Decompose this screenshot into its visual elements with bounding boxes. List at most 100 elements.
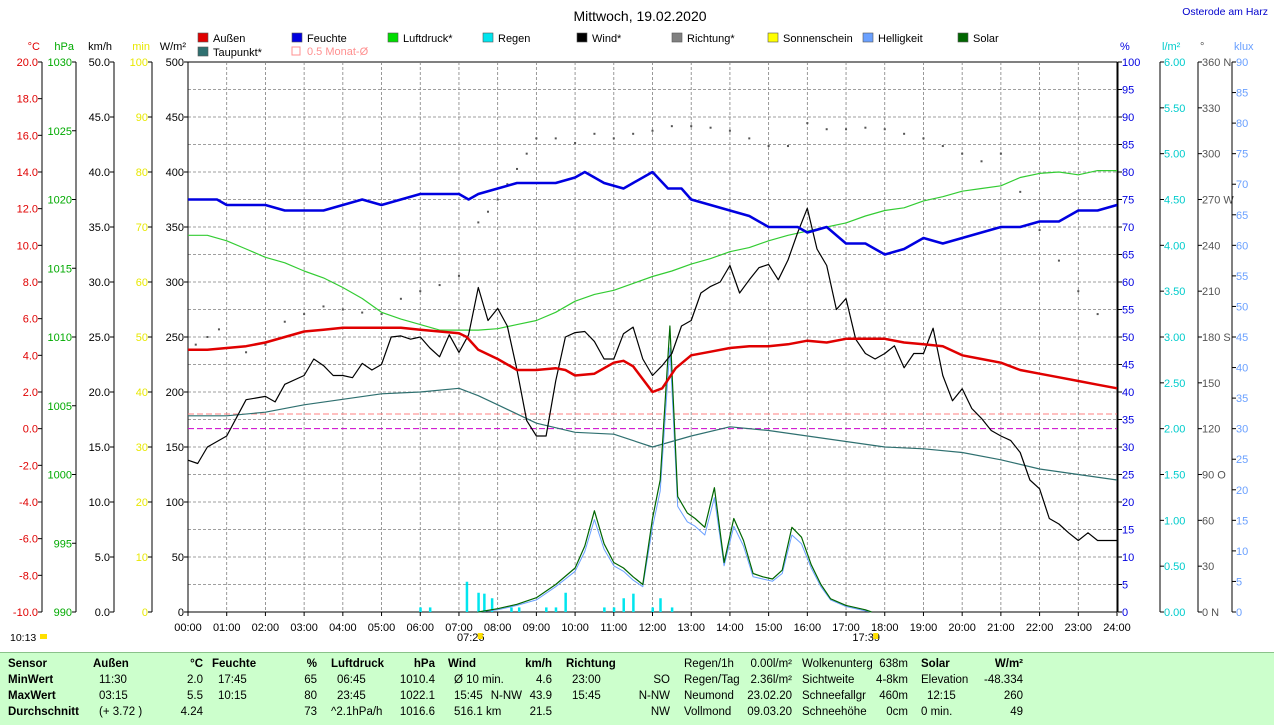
- right-axis-tick-label: 120: [1202, 424, 1220, 436]
- legend-swatch: [197, 46, 209, 57]
- direction-dot: [303, 313, 306, 316]
- stats-wolkenunterg-label: Wolkenunterg: [802, 658, 873, 670]
- x-axis-tick-label: 08:00: [484, 622, 512, 634]
- direction-dot: [612, 137, 615, 140]
- direction-dot: [361, 311, 364, 314]
- stats-unit-aussen: °C: [190, 658, 203, 670]
- right-axis-unit: klux: [1234, 41, 1254, 53]
- x-axis-tick-label: 00:00: [174, 622, 202, 634]
- direction-dot: [457, 274, 460, 277]
- x-axis-tick-label: 20:00: [948, 622, 976, 634]
- sunshine-duration: 10:13: [10, 632, 36, 644]
- stats-header-luftdruck: Luftdruck: [331, 658, 385, 670]
- stats-aussen-min: 2.0: [187, 674, 203, 686]
- legend-swatch: [291, 46, 301, 56]
- stats-wind-max-dir: N-NW: [490, 690, 522, 702]
- rain-bar: [651, 607, 654, 612]
- right-axis-tick-label: 60: [1236, 240, 1248, 252]
- left-axis-tick-label: 50.0: [89, 57, 110, 69]
- x-axis-tick-label: 05:00: [368, 622, 396, 634]
- left-axis-tick-label: 25.0: [89, 332, 110, 344]
- direction-dot: [786, 145, 789, 148]
- left-axis-tick-label: 1010: [48, 332, 72, 344]
- left-axis-tick-label: 35.0: [89, 222, 110, 234]
- series-line-feuchte: [188, 170, 1118, 256]
- stats-regen-1h-label: Regen/1h: [684, 658, 734, 670]
- rain-bar: [632, 593, 635, 612]
- direction-dot: [748, 137, 751, 140]
- right-axis-tick-label: 0.50: [1164, 561, 1185, 573]
- left-axis-tick-label: 20: [136, 497, 148, 509]
- rain-bar: [419, 607, 422, 612]
- right-axis-tick-label: 90 O: [1202, 470, 1226, 482]
- legend-label: Wind*: [592, 33, 622, 45]
- direction-dot: [767, 145, 770, 148]
- stats-regen-tag: 2.36l/m²: [750, 674, 792, 686]
- right-axis-tick-label: 0 N: [1202, 607, 1219, 619]
- right-axis-tick-label: 180 S: [1202, 332, 1231, 344]
- direction-dot: [999, 152, 1002, 155]
- left-axis-unit: km/h: [88, 41, 112, 53]
- direction-dot: [825, 128, 828, 131]
- left-axis-tick-label: 30.0: [89, 277, 110, 289]
- legend-label: Richtung*: [687, 33, 735, 45]
- left-axis-tick-label: 10: [136, 552, 148, 564]
- legend-swatch: [957, 32, 969, 43]
- left-axis-tick-label: 6.0: [23, 314, 38, 326]
- right-axis-tick-label: 210: [1202, 286, 1220, 298]
- x-axis-tick-label: 16:00: [794, 622, 822, 634]
- left-axis-tick-label: 200: [166, 387, 184, 399]
- left-axis-tick-label: 1000: [48, 470, 72, 482]
- left-axis-tick-label: 16.0: [17, 130, 38, 142]
- direction-dot: [438, 284, 441, 287]
- direction-dot: [217, 328, 220, 331]
- right-axis-tick-label: 45: [1122, 360, 1134, 372]
- direction-dot: [961, 152, 964, 155]
- stats-wind-max-time: 15:45: [454, 690, 483, 702]
- left-axis-tick-label: -8.0: [19, 570, 38, 582]
- left-axis-tick-label: 18.0: [17, 94, 38, 106]
- left-axis-tick-label: 450: [166, 112, 184, 124]
- left-axis-tick-label: 990: [54, 607, 72, 619]
- right-axis-tick-label: 100: [1122, 57, 1140, 69]
- stats-solar-avg: 49: [1010, 706, 1023, 718]
- rain-bar: [670, 607, 674, 612]
- stats-luft-min: 1010.4: [399, 674, 435, 686]
- legend-swatch: [291, 32, 303, 43]
- direction-dot: [525, 152, 528, 155]
- direction-dot: [980, 160, 983, 163]
- left-axis-unit: W/m²: [160, 41, 187, 53]
- right-axis-tick-label: 0.00: [1164, 607, 1185, 619]
- direction-dot: [651, 129, 654, 132]
- stats-row-max: MaxWert: [8, 690, 56, 702]
- stats-wind-avg10-label: Ø 10 min.: [454, 674, 504, 686]
- legend-swatch: [576, 32, 588, 43]
- legend-label: Luftdruck*: [403, 33, 453, 45]
- right-axis-tick-label: 6.00: [1164, 57, 1185, 69]
- direction-dot: [535, 137, 538, 140]
- direction-dot: [1077, 290, 1080, 293]
- stats-luftdruck: Luftdruck hPa 06:45 1010.4 23:45 1022.1 ^2.…: [331, 656, 435, 720]
- x-axis-tick-label: 01:00: [213, 622, 241, 634]
- direction-dot: [1019, 190, 1022, 193]
- right-axis-tick-label: 80: [1122, 167, 1134, 179]
- direction-dot: [632, 132, 635, 135]
- legend-swatch: [767, 32, 779, 43]
- direction-dot: [845, 128, 848, 131]
- direction-dot: [194, 343, 197, 346]
- right-axis-tick-label: 40: [1236, 363, 1248, 375]
- rain-bar: [428, 607, 432, 612]
- series-line-helligkeit: [478, 347, 872, 613]
- right-axis-tick-label: 85: [1236, 88, 1248, 100]
- right-axis-tick-label: 3.50: [1164, 286, 1185, 298]
- direction-dot: [864, 126, 867, 129]
- left-axis-tick-label: -2.0: [19, 460, 38, 472]
- rain-bar: [483, 593, 486, 612]
- left-axis-tick-label: 0: [178, 607, 184, 619]
- left-axis-tick-label: 150: [166, 442, 184, 454]
- x-axis-tick-label: 03:00: [290, 622, 318, 634]
- direction-dot: [341, 308, 344, 311]
- stats-elevation-label: Elevation: [921, 674, 969, 686]
- stats-neumond-label: Neumond: [684, 690, 734, 702]
- left-axis-tick-label: -10.0: [13, 607, 38, 619]
